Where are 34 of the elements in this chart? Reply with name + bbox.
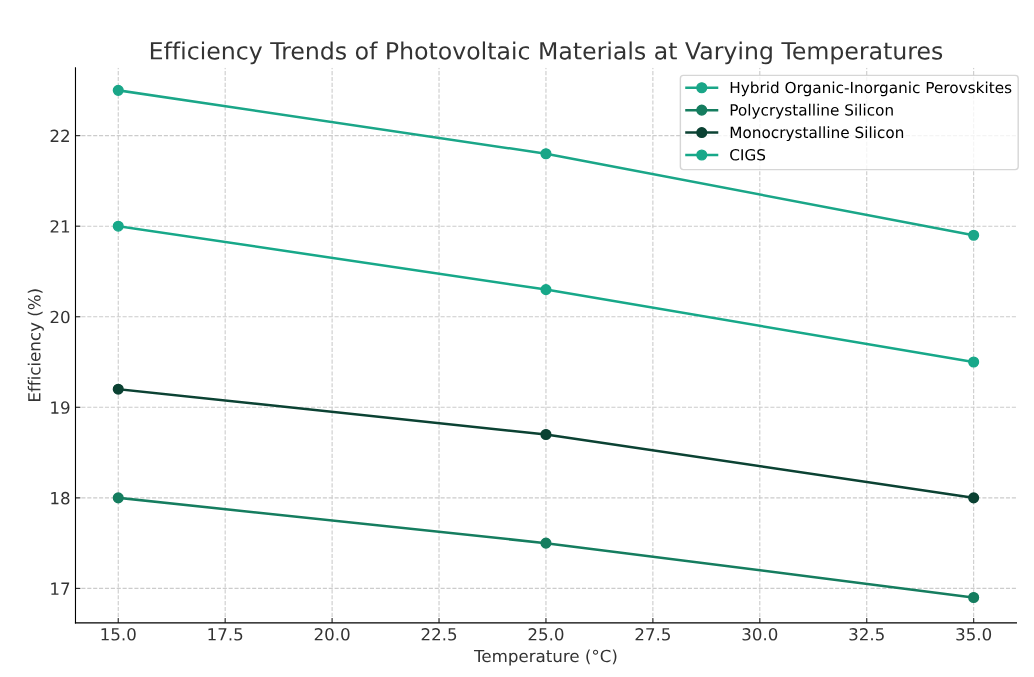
x-tick-label: 32.5: [849, 628, 884, 641]
point: [540, 284, 552, 296]
point: [968, 229, 980, 241]
point: [112, 383, 124, 395]
y-tick-label: 20: [50, 310, 70, 324]
point: [112, 220, 124, 232]
legend-label: Hybrid Organic-Inorganic Perovskites: [730, 81, 1012, 97]
chart-title: Efficiency Trends of Photovoltaic Materials at Varying Temperatures: [150, 41, 943, 65]
point: [540, 148, 552, 160]
x-tick-label: 22.5: [421, 628, 457, 641]
point: [540, 428, 552, 441]
point: [968, 356, 980, 368]
legend-label: Monocrystalline Silicon: [730, 126, 904, 142]
x-axis-title: Temperature (°C): [473, 649, 617, 666]
x-tick-label: 30.0: [742, 628, 778, 641]
y-tick-label: 19: [51, 401, 70, 414]
point: [968, 492, 980, 504]
y-tick-label: 21: [50, 220, 70, 233]
y-axis-title: Efficiency (%): [27, 289, 44, 401]
y-tick-label: 18: [51, 491, 70, 505]
point: [112, 84, 124, 96]
x-tick-label: 25.0: [528, 628, 564, 641]
x-tick-label: 15.0: [101, 628, 136, 641]
point: [112, 492, 124, 504]
legend-label: CIGS: [730, 148, 766, 161]
x-tick-label: 35.0: [956, 628, 992, 641]
y-tick-label: 22: [50, 129, 69, 142]
x-tick-label: 17.5: [208, 628, 243, 641]
point: [968, 591, 980, 604]
legend-label: Polycrystalline Silicon: [730, 103, 893, 119]
y-tick-label: 17: [51, 582, 70, 595]
point: [540, 537, 552, 549]
x-tick-label: 27.5: [635, 628, 670, 641]
x-tick-label: 20.0: [314, 628, 350, 641]
